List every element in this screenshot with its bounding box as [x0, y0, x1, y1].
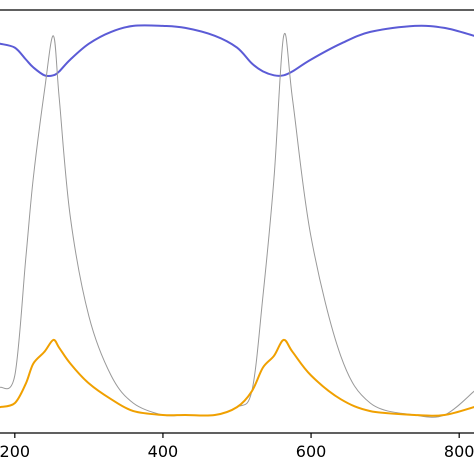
x-tick-label: 800 [444, 442, 474, 461]
x-tick-label: 200 [0, 442, 30, 461]
plot-lines [0, 24, 474, 418]
x-tick-label: 600 [296, 442, 327, 461]
series-line-3 [0, 338, 474, 417]
x-tick-label: 400 [148, 442, 179, 461]
series-line-1 [0, 24, 474, 78]
x-axis-ticks: 200 400 600 800 [0, 433, 474, 461]
series-line-2 [0, 32, 474, 418]
